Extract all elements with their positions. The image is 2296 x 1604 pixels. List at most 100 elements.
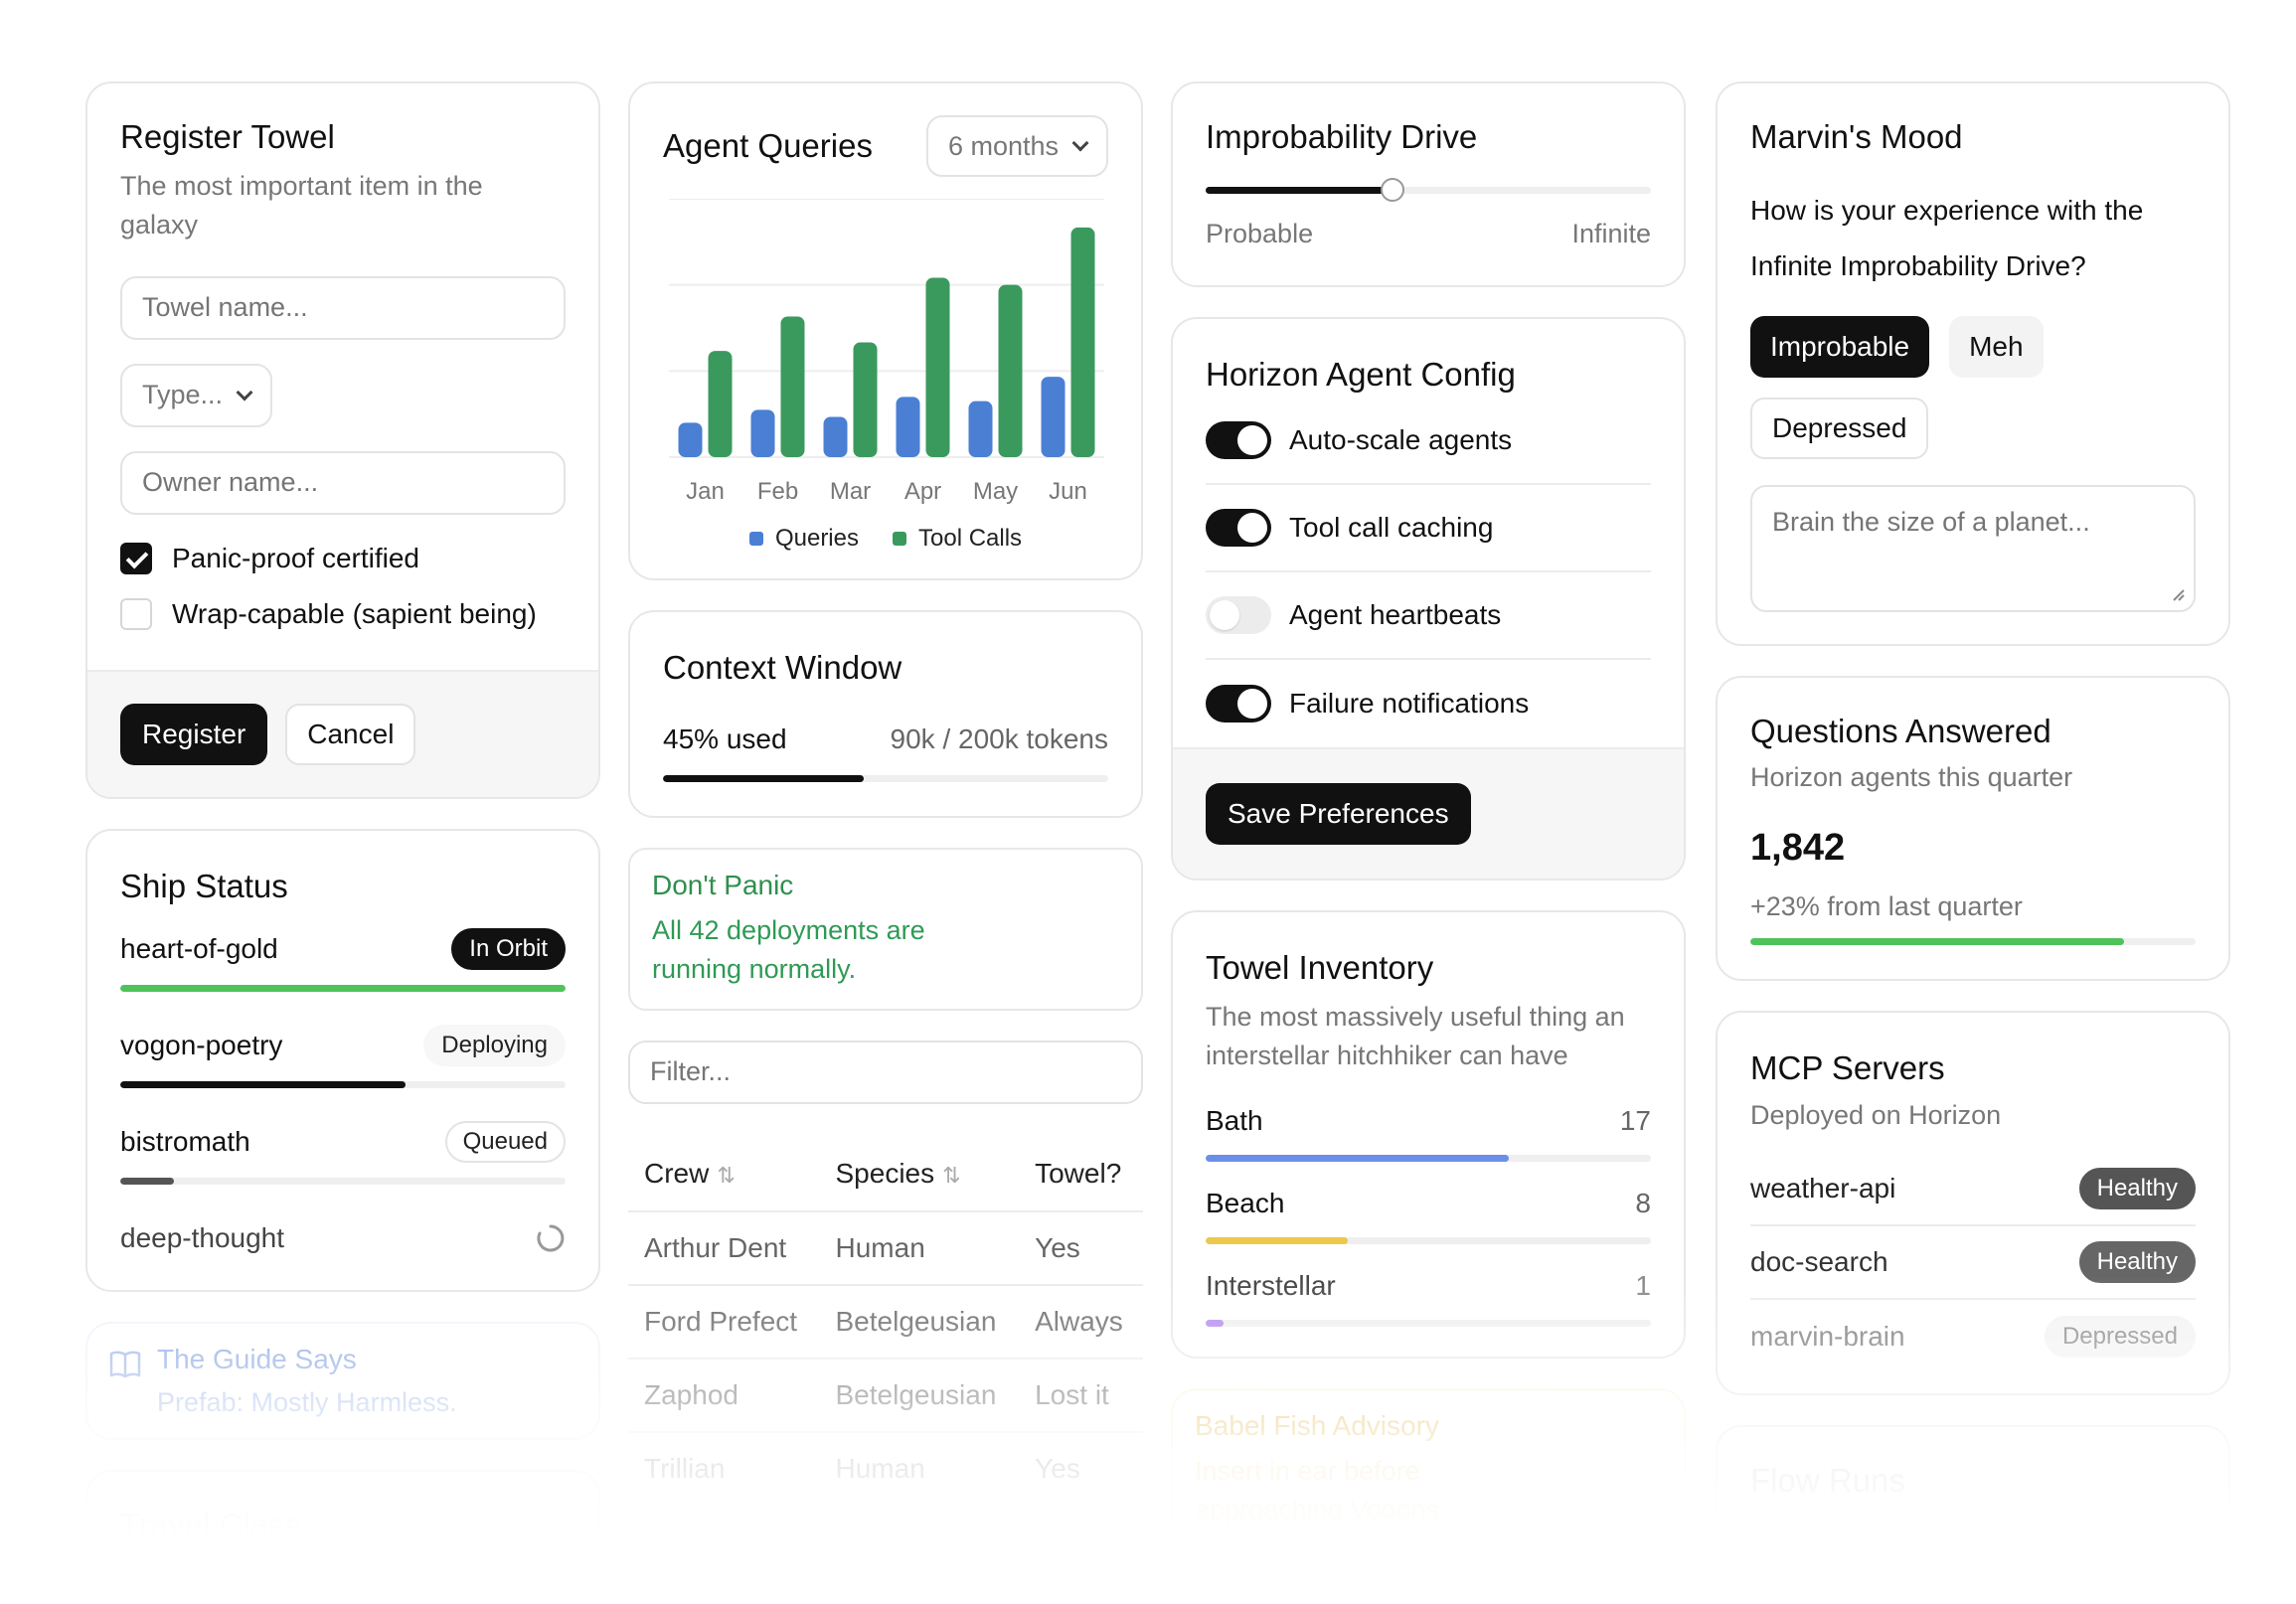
toggle-row-agent-heartbeats[interactable]: Agent heartbeats (1206, 572, 1651, 661)
status-badge: In Orbit (451, 928, 566, 971)
column-1: Register Towel The most important item i… (85, 81, 600, 1604)
improbability-drive-card: Improbability Drive Probable Infinite (1171, 81, 1686, 287)
guide-says-title: The Guide Says (157, 1344, 357, 1375)
improbability-slider[interactable] (1206, 175, 1651, 205)
mood-option-depressed[interactable]: Depressed (1750, 397, 1929, 459)
ship-name: deep-thought (120, 1222, 285, 1254)
mcp-servers-card: MCP Servers Deployed on Horizon weather-… (1716, 1011, 2230, 1396)
column-3: Improbability Drive Probable Infinite Ho… (1171, 81, 1686, 1581)
questions-answered-value: 1,842 (1750, 827, 1846, 870)
towel-inventory-card: Towel Inventory The most massively usefu… (1171, 910, 1686, 1360)
table-cell: Zaphod (628, 1358, 820, 1433)
horizon-config-card: Horizon Agent Config Auto-scale agents T… (1171, 316, 1686, 882)
bar-tool-calls-apr[interactable] (925, 277, 950, 457)
bar-queries-feb[interactable] (750, 409, 775, 457)
owner-name-input[interactable] (120, 450, 566, 515)
table-cell: Betelgeusian (819, 1284, 1020, 1360)
cancel-button[interactable]: Cancel (285, 703, 416, 765)
inventory-count: 8 (1635, 1188, 1651, 1219)
status-badge: Deploying (423, 1025, 566, 1067)
server-name: marvin-brain (1750, 1321, 1905, 1353)
bar-queries-apr[interactable] (896, 397, 920, 457)
babel-fish-title: Babel Fish Advisory (1195, 1410, 1439, 1442)
wrap-capable-checkbox-row[interactable]: Wrap-capable (sapient being) (120, 586, 566, 642)
toggle-row-auto-scale[interactable]: Auto-scale agents (1206, 398, 1651, 486)
slider-track (1206, 186, 1651, 194)
list-item[interactable]: weather-api Healthy (1750, 1153, 2196, 1227)
column-header-species[interactable]: Species ⇅ (819, 1137, 1020, 1212)
horizon-config-footer: Save Preferences (1173, 747, 1684, 880)
bar-queries-jun[interactable] (1041, 377, 1066, 457)
mood-feedback-textarea[interactable] (1750, 484, 2196, 612)
x-tick-label: Feb (757, 478, 798, 505)
range-select[interactable]: 6 months (925, 115, 1108, 177)
type-select[interactable]: Type... (120, 363, 273, 427)
legend-swatch (893, 532, 906, 546)
marvins-mood-question: How is your experience with the Infinite… (1750, 194, 2144, 281)
toggle-row-failure-notifications[interactable]: Failure notifications (1206, 660, 1651, 747)
auto-scale-toggle[interactable] (1206, 421, 1271, 460)
agent-queries-title: Agent Queries (663, 127, 873, 165)
bar-queries-mar[interactable] (823, 416, 848, 457)
bar-tool-calls-mar[interactable] (853, 342, 878, 457)
travel-class-card: Travel Class (85, 1470, 600, 1590)
toggle-label: Agent heartbeats (1289, 599, 1502, 631)
column-header-label: Crew (644, 1158, 710, 1190)
mood-option-improbable[interactable]: Improbable (1750, 315, 1930, 378)
legend-label: Tool Calls (918, 525, 1023, 552)
list-item[interactable]: doc-search Healthy (1750, 1226, 2196, 1301)
crew-filter-input[interactable] (628, 1040, 1143, 1104)
questions-answered-title: Questions Answered (1750, 712, 2051, 749)
panic-proof-checkbox[interactable] (120, 542, 152, 574)
list-item[interactable]: marvin-brain Depressed (1750, 1300, 2196, 1373)
chevron-down-icon (1071, 134, 1089, 152)
slider-thumb[interactable] (1381, 177, 1405, 202)
inventory-label: Bath (1206, 1105, 1263, 1137)
failure-notifications-toggle[interactable] (1206, 685, 1271, 723)
inventory-bar-fill (1206, 1237, 1349, 1245)
bar-queries-may[interactable] (968, 401, 993, 457)
toggle-row-tool-call-caching[interactable]: Tool call caching (1206, 485, 1651, 573)
save-preferences-button[interactable]: Save Preferences (1206, 783, 1471, 846)
agent-heartbeats-toggle[interactable] (1206, 596, 1271, 635)
x-tick-label: Jun (1049, 478, 1087, 505)
mcp-servers-subtitle: Deployed on Horizon (1750, 1099, 2002, 1130)
table-row[interactable]: Trillian Human Yes (628, 1431, 1143, 1507)
bar-queries-jan[interactable] (678, 422, 703, 457)
wrap-capable-checkbox[interactable] (120, 597, 152, 630)
towel-name-input[interactable] (120, 275, 566, 340)
bar-tool-calls-jan[interactable] (708, 351, 733, 457)
bar-tool-calls-feb[interactable] (780, 316, 805, 457)
column-header-crew[interactable]: Crew ⇅ (628, 1137, 820, 1212)
guide-says-text: Prefab: Mostly Harmless. (157, 1387, 457, 1418)
column-header-label: Species (835, 1158, 935, 1190)
inventory-count: 1 (1635, 1270, 1651, 1302)
table-row[interactable]: Zaphod Betelgeusian Lost it (628, 1358, 1143, 1433)
x-tick-label: Apr (904, 478, 941, 505)
register-towel-card: Register Towel The most important item i… (85, 81, 600, 799)
questions-answered-subtitle: Horizon agents this quarter (1750, 762, 2073, 793)
column-header-label: Towel? (1035, 1158, 1122, 1190)
table-row[interactable]: Ford Prefect Betelgeusian Always (628, 1284, 1143, 1360)
mood-option-meh[interactable]: Meh (1949, 315, 2044, 378)
questions-progress-fill (1750, 938, 2125, 946)
bar-tool-calls-jun[interactable] (1070, 227, 1095, 457)
inventory-row: Bath 17 (1206, 1105, 1651, 1163)
table-row[interactable]: Arthur Dent Human Yes (628, 1210, 1143, 1286)
questions-progress-bar (1750, 938, 2196, 946)
tool-call-caching-toggle[interactable] (1206, 509, 1271, 548)
register-button[interactable]: Register (120, 703, 268, 765)
guide-says-card: The Guide Says Prefab: Mostly Harmless. (85, 1322, 600, 1441)
inventory-bar-fill (1206, 1155, 1509, 1163)
inventory-row: Beach 8 (1206, 1188, 1651, 1245)
panic-proof-checkbox-row[interactable]: Panic-proof certified (120, 531, 566, 586)
column-header-towel: Towel? (1019, 1137, 1143, 1212)
crew-table: Crew ⇅ Species ⇅ Towel? Arthur Dent Human … (628, 1137, 1143, 1507)
bar-tool-calls-may[interactable] (998, 284, 1023, 457)
marvins-mood-card: Marvin's Mood How is your experience wit… (1716, 81, 2230, 646)
column-4: Marvin's Mood How is your experience wit… (1716, 81, 2230, 1584)
resize-handle-icon[interactable] (2170, 586, 2186, 602)
ship-row: vogon-poetry Deploying (120, 1024, 566, 1089)
dont-panic-title: Don't Panic (652, 869, 794, 900)
slider-min-label: Probable (1206, 218, 1314, 248)
